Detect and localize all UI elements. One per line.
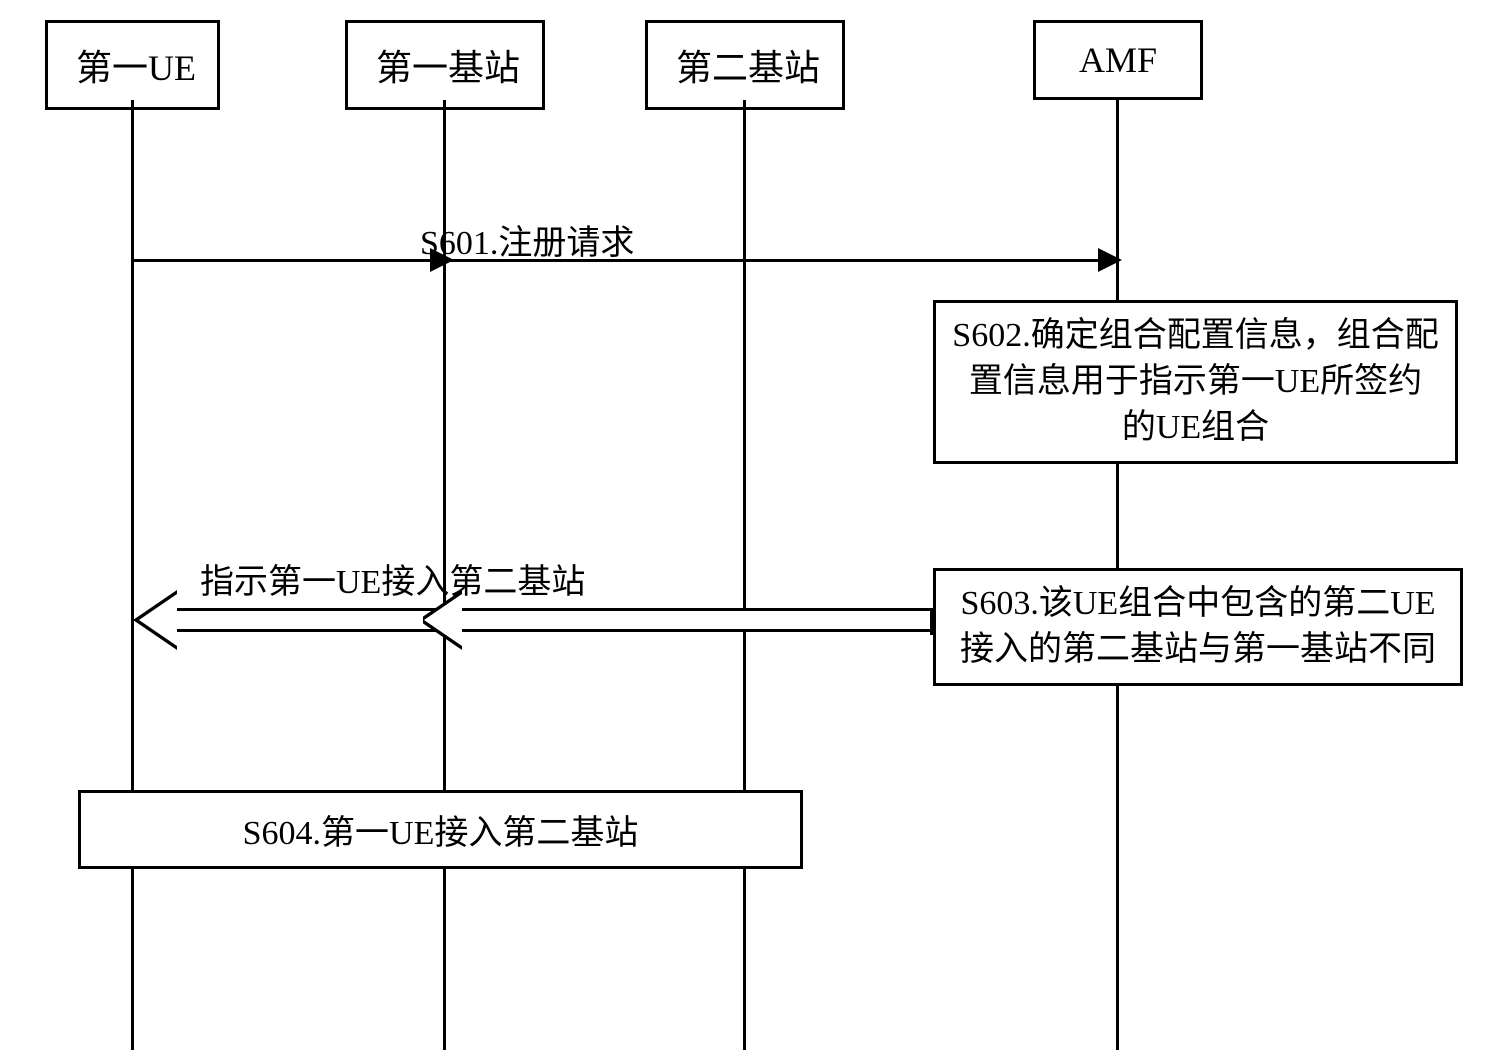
label-s601: S601.注册请求 xyxy=(420,215,634,264)
note-s602-line2: 置信息用于指示第一UE所签约 xyxy=(950,359,1441,405)
participant-bs2-label: 第二基站 xyxy=(676,48,820,88)
participant-ue1-label: 第一UE xyxy=(76,48,196,88)
note-s602-line1: S602.确定组合配置信息，组合配 xyxy=(950,313,1441,359)
arrow-s601-head-amf xyxy=(1098,248,1122,272)
participant-amf-label: AMF xyxy=(1079,40,1157,80)
label-s603-arrow: 指示第一UE接入第二基站 xyxy=(200,554,585,603)
note-s603-line1: S603.该UE组合中包含的第二UE xyxy=(950,581,1446,627)
lifeline-ue1 xyxy=(131,100,134,1050)
participant-amf: AMF xyxy=(1033,20,1203,100)
lifeline-bs2 xyxy=(743,100,746,1050)
participant-bs1-label: 第一基站 xyxy=(376,48,520,88)
span-s604-label: S604.第一UE接入第二基站 xyxy=(243,815,639,852)
span-s604: S604.第一UE接入第二基站 xyxy=(78,790,803,869)
note-s603-line2: 接入的第二基站与第一基站不同 xyxy=(950,627,1446,673)
participant-bs1: 第一基站 xyxy=(345,20,545,110)
participant-ue1: 第一UE xyxy=(45,20,220,110)
note-s603: S603.该UE组合中包含的第二UE 接入的第二基站与第一基站不同 xyxy=(933,568,1463,686)
note-s602: S602.确定组合配置信息，组合配 置信息用于指示第一UE所签约 的UE组合 xyxy=(933,300,1458,464)
note-s602-line3: 的UE组合 xyxy=(950,405,1441,451)
participant-bs2: 第二基站 xyxy=(645,20,845,110)
